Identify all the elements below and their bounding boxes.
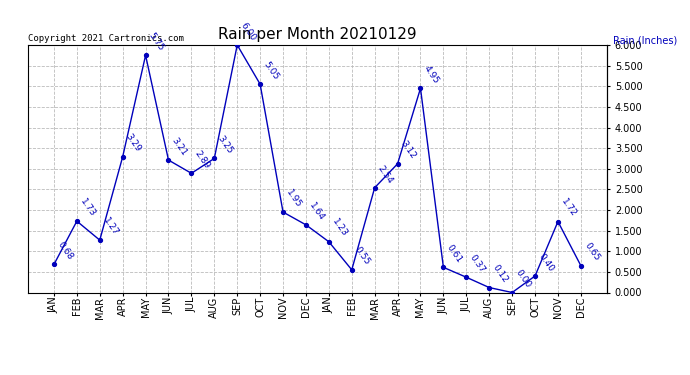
Text: 2.89: 2.89 (193, 149, 212, 171)
Title: Rain per Month 20210129: Rain per Month 20210129 (218, 27, 417, 42)
Text: 3.21: 3.21 (170, 136, 189, 157)
Text: 3.29: 3.29 (124, 132, 143, 154)
Text: 0.68: 0.68 (55, 240, 75, 262)
Text: 0.37: 0.37 (468, 253, 486, 274)
Text: 1.27: 1.27 (101, 216, 120, 237)
Text: Copyright 2021 Cartronics.com: Copyright 2021 Cartronics.com (28, 33, 184, 42)
Text: 1.73: 1.73 (78, 197, 97, 218)
Text: 0.55: 0.55 (353, 245, 372, 267)
Text: 0.65: 0.65 (582, 241, 601, 263)
Text: 0.12: 0.12 (491, 263, 509, 285)
Text: 1.64: 1.64 (307, 201, 326, 222)
Text: 2.54: 2.54 (376, 164, 395, 185)
Text: 0.40: 0.40 (536, 252, 555, 273)
Text: 0.00: 0.00 (513, 268, 533, 290)
Text: 3.12: 3.12 (399, 140, 418, 161)
Y-axis label: Rain (Inches): Rain (Inches) (613, 35, 678, 45)
Text: 1.23: 1.23 (331, 217, 349, 239)
Text: 1.95: 1.95 (284, 188, 304, 209)
Text: 3.25: 3.25 (216, 134, 235, 156)
Text: 1.72: 1.72 (560, 197, 578, 219)
Text: 5.75: 5.75 (147, 31, 166, 52)
Text: 4.95: 4.95 (422, 64, 441, 86)
Text: 5.05: 5.05 (262, 60, 280, 81)
Text: 6.00: 6.00 (239, 21, 257, 42)
Text: 0.61: 0.61 (445, 243, 464, 264)
